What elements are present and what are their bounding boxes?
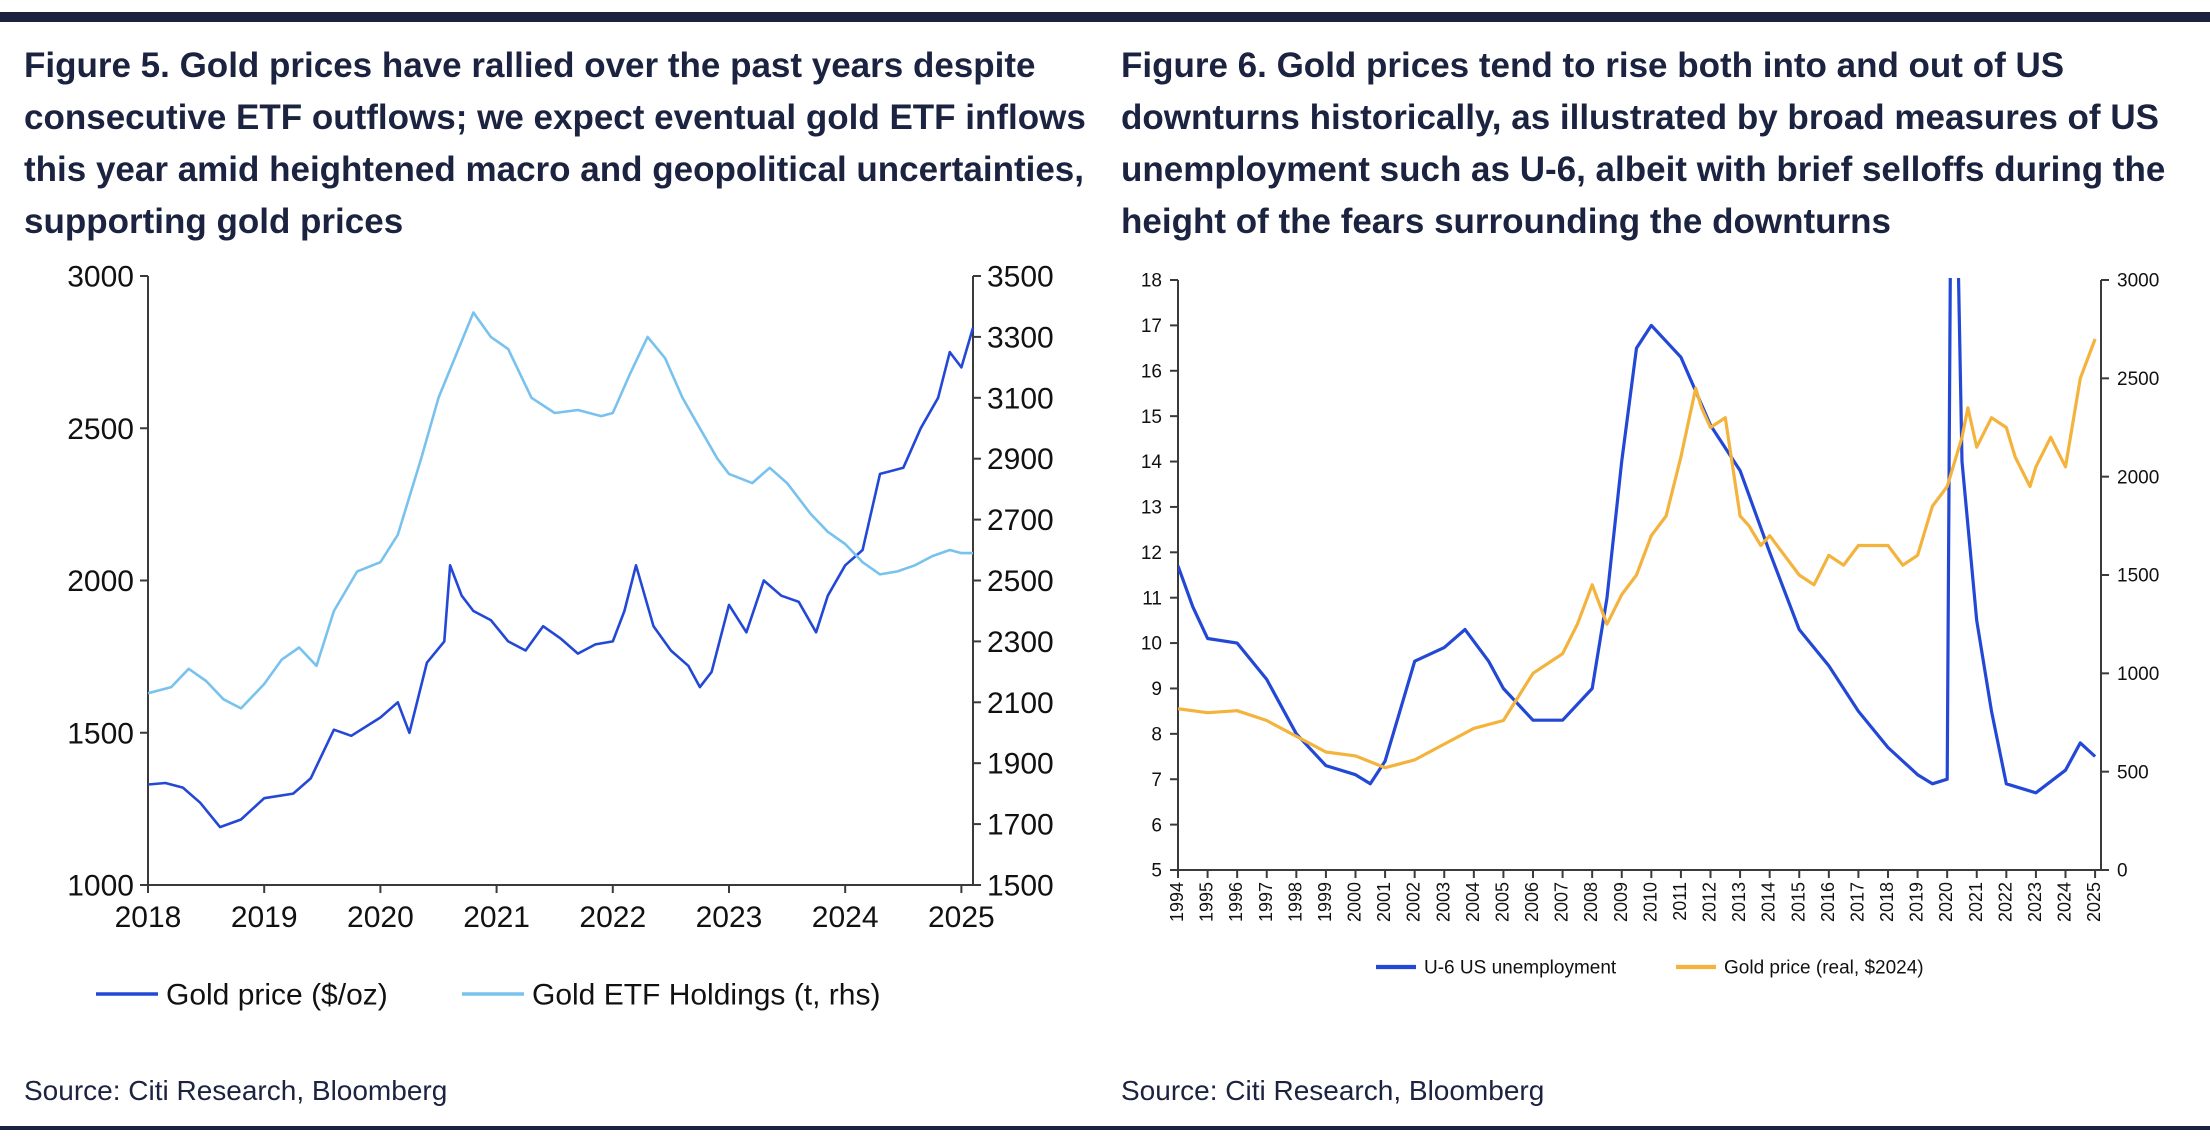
x-tick-label: 2019 [231, 901, 298, 934]
y-right-tick-label: 2100 [987, 687, 1054, 720]
y-left-tick-label: 1500 [67, 717, 134, 750]
y-left-tick-label: 9 [1151, 679, 1162, 700]
y-left-tick-label: 2500 [67, 413, 134, 446]
x-tick-label: 2023 [2025, 882, 2045, 922]
top-rule [0, 12, 2210, 22]
figure-6-source: Source: Citi Research, Bloomberg [1121, 1075, 1545, 1106]
x-tick-label: 2001 [1374, 882, 1394, 922]
x-tick-label: 2010 [1640, 882, 1660, 922]
y-left-tick-label: 12 [1141, 543, 1162, 564]
x-tick-label: 2012 [1700, 882, 1720, 922]
legend-label-2: Gold ETF Holdings (t, rhs) [532, 979, 880, 1012]
figure-5-source: Source: Citi Research, Bloomberg [24, 1075, 448, 1106]
y-left-tick-label: 17 [1141, 316, 1162, 337]
y-left-tick-label: 10 [1141, 634, 1162, 655]
figure-5-chart: 1000 1500 2000 2500 3000 1500 1700 1900 2100 2300… [67, 261, 1054, 1012]
x-tick-label: 2006 [1522, 882, 1542, 922]
y-left-tick-label: 2000 [67, 565, 134, 598]
x-tick-label: 2005 [1492, 882, 1512, 922]
y-right-tick-label: 500 [2117, 762, 2149, 783]
x-tick-label: 2022 [1995, 882, 2015, 922]
series-line-1 [148, 327, 975, 829]
x-tick-label: 2019 [1907, 882, 1927, 922]
x-tick-label: 2008 [1581, 882, 1601, 922]
series-line-2 [1178, 338, 2097, 770]
x-tick-label: 2021 [1966, 882, 1986, 922]
figure-5-title: Figure 5. Gold prices have rallied over … [24, 46, 1086, 241]
x-tick-label: 1999 [1315, 882, 1335, 922]
y-right-tick-label: 2900 [987, 443, 1054, 476]
y-left-tick-label: 14 [1141, 452, 1163, 473]
y-left-tick-label: 3000 [67, 261, 134, 294]
y-right-tick-label: 2500 [2117, 369, 2159, 390]
y-right-tick-label: 0 [2117, 861, 2128, 882]
x-tick-label: 2018 [1877, 882, 1897, 922]
x-tick-label: 2007 [1552, 882, 1572, 922]
y-right-tick-label: 3300 [987, 321, 1054, 354]
legend-label-2: Gold price (real, $2024) [1724, 958, 1924, 979]
y-right-tick-label: 1500 [2117, 566, 2159, 587]
x-tick-label: 1996 [1226, 882, 1246, 922]
y-left-tick-label: 18 [1141, 271, 1162, 292]
figure-6-chart: 5 6 7 8 9 10 11 12 13 14 15 16 17 18 0 500 1000 1500 2000 2… [1141, 271, 2159, 979]
legend-label-1: U-6 US unemployment [1424, 958, 1617, 979]
series-line-1 [1178, 278, 2097, 795]
x-tick-label: 1994 [1167, 882, 1187, 922]
x-tick-label: 2016 [1818, 882, 1838, 922]
x-tick-label: 2003 [1433, 882, 1453, 922]
y-right-tick-label: 3000 [2117, 271, 2159, 292]
x-tick-label: 2024 [2055, 882, 2075, 922]
figure-6-panel: Figure 6. Gold prices tend to rise both … [1121, 40, 2201, 1120]
x-tick-label: 2011 [1670, 882, 1690, 921]
y-left-tick-label: 1000 [67, 870, 134, 903]
series-line-2 [148, 311, 973, 710]
y-left-tick-label: 15 [1141, 407, 1162, 428]
y-left-tick-label: 11 [1142, 588, 1162, 609]
x-tick-label: 2009 [1611, 882, 1631, 922]
y-left-tick-label: 8 [1151, 724, 1162, 745]
x-tick-label: 2022 [579, 901, 646, 934]
x-tick-label: 2017 [1847, 882, 1867, 922]
y-right-tick-label: 2300 [987, 626, 1054, 659]
y-left-tick-label: 5 [1151, 861, 1162, 882]
x-tick-label: 2020 [347, 901, 414, 934]
x-tick-label: 1997 [1256, 882, 1276, 922]
bottom-rule [0, 1126, 2210, 1130]
y-right-tick-label: 2000 [2117, 467, 2159, 488]
y-left-tick-label: 16 [1141, 361, 1162, 382]
y-right-tick-label: 3500 [987, 261, 1054, 294]
x-tick-label: 1995 [1197, 882, 1217, 922]
x-tick-label: 2014 [1759, 882, 1779, 922]
x-tick-label: 2018 [115, 901, 182, 934]
y-right-tick-label: 1700 [987, 809, 1054, 842]
x-tick-label: 2025 [2084, 882, 2104, 922]
y-right-tick-label: 2500 [987, 565, 1054, 598]
x-tick-label: 2002 [1404, 882, 1424, 922]
figure-5-panel: Figure 5. Gold prices have rallied over … [24, 40, 1114, 1120]
legend-label-1: Gold price ($/oz) [166, 979, 388, 1012]
y-right-tick-label: 1500 [987, 870, 1054, 903]
x-tick-label: 2023 [696, 901, 763, 934]
figure-6-title: Figure 6. Gold prices tend to rise both … [1121, 46, 2166, 241]
x-tick-label: 2000 [1345, 882, 1365, 922]
x-tick-label: 2013 [1729, 882, 1749, 922]
x-tick-label: 2020 [1936, 882, 1956, 922]
x-tick-label: 1998 [1285, 882, 1305, 922]
y-right-tick-label: 3100 [987, 382, 1054, 415]
y-right-tick-label: 2700 [987, 504, 1054, 537]
y-left-tick-label: 7 [1151, 770, 1162, 791]
x-tick-label: 2021 [463, 901, 530, 934]
x-tick-label: 2015 [1788, 882, 1808, 922]
y-left-tick-label: 6 [1151, 815, 1162, 836]
y-left-tick-label: 13 [1141, 498, 1162, 519]
y-right-tick-label: 1900 [987, 748, 1054, 781]
x-tick-label: 2024 [812, 901, 879, 934]
x-tick-label: 2004 [1463, 882, 1483, 922]
x-tick-label: 2025 [928, 901, 995, 934]
y-right-tick-label: 1000 [2117, 664, 2159, 685]
